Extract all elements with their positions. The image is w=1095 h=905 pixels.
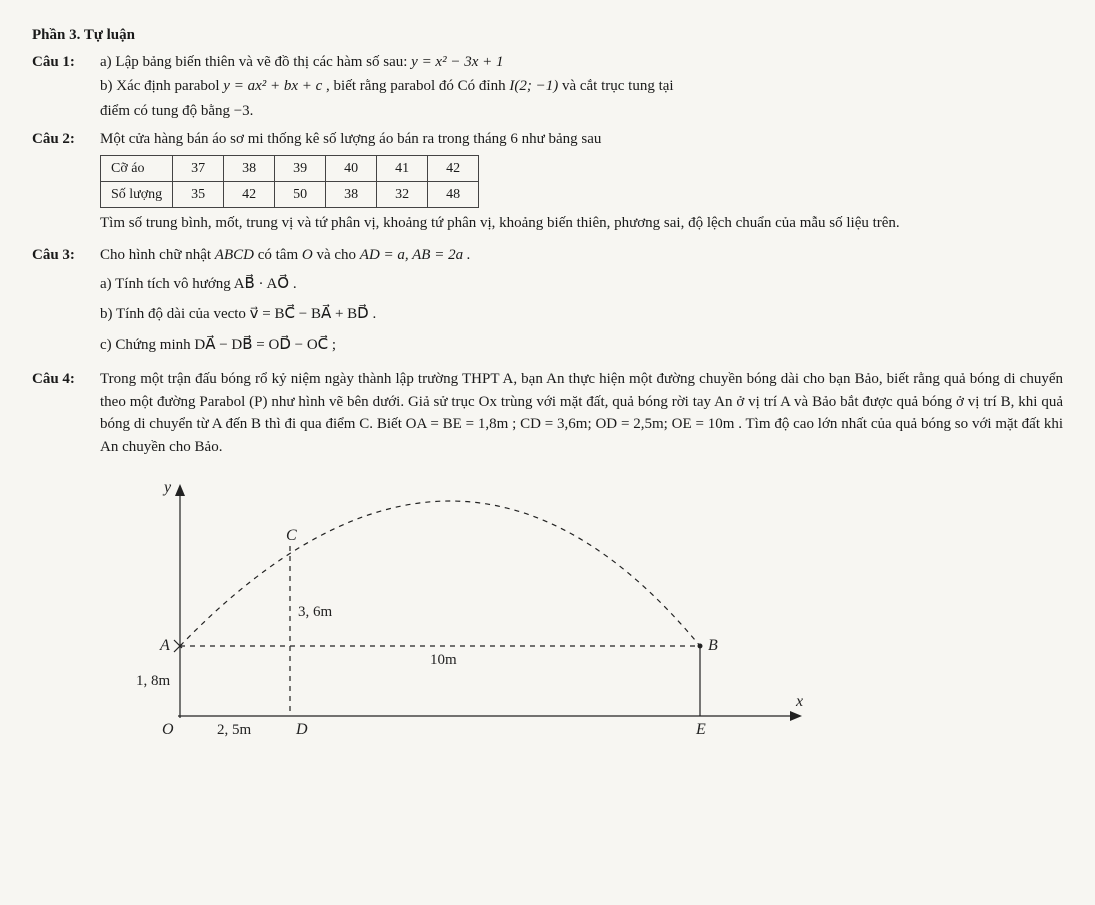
q3-intro-m2: có tâm xyxy=(258,247,302,263)
q1-b-post: và cắt trục tung tại xyxy=(562,78,674,94)
row1-header: Cỡ áo xyxy=(101,155,173,181)
q3-intro: Cho hình chữ nhật ABCD có tâm O và cho A… xyxy=(100,244,1063,267)
parabola-diagram: y x O D E A B C 3, 6m 1, 8m 2, 5m 10m xyxy=(100,466,820,766)
q4-figure: y x O D E A B C 3, 6m 1, 8m 2, 5m 10m xyxy=(100,466,1063,774)
q3-label: Câu 3: xyxy=(32,244,100,267)
svg-text:2, 5m: 2, 5m xyxy=(217,722,252,738)
q1-row: Câu 1: a) Lập bảng biến thiên và vẽ đồ t… xyxy=(32,51,1063,74)
q1-a-pre: a) Lập bảng biến thiên và vẽ đồ thị các … xyxy=(100,54,411,70)
q2-after: Tìm số trung bình, mốt, trung vị và tứ p… xyxy=(100,212,1063,235)
q1-b-line1: b) Xác định parabol y = ax² + bx + c , b… xyxy=(100,75,1063,98)
section-title: Phần 3. Tự luận xyxy=(32,24,1063,47)
cell: 38 xyxy=(326,181,377,207)
q2-row: Câu 2: Một cửa hàng bán áo sơ mi thống k… xyxy=(32,128,1063,151)
q1-label: Câu 1: xyxy=(32,51,100,74)
cell: 38 xyxy=(224,155,275,181)
q3-intro-abcd: ABCD xyxy=(215,247,254,263)
q1-b-line2: điểm có tung độ bằng −3. xyxy=(100,100,1063,123)
svg-text:O: O xyxy=(162,721,174,738)
table-row: Cỡ áo 37 38 39 40 41 42 xyxy=(101,155,479,181)
q4-label: Câu 4: xyxy=(32,368,100,391)
q1-a-eq: y = x² − 3x + 1 xyxy=(411,54,503,70)
q1-b-eq2: I(2; −1) xyxy=(509,78,558,94)
q3-intro-eq: AD = a, AB = 2a . xyxy=(360,247,471,263)
q4-text: Trong một trận đấu bóng rổ kỷ niệm ngày … xyxy=(100,368,1063,458)
q1-b-pre: b) Xác định parabol xyxy=(100,78,223,94)
cell: 35 xyxy=(173,181,224,207)
q3-a: a) Tính tích vô hướng AB⃗ · AO⃗ . xyxy=(100,273,1063,296)
cell: 39 xyxy=(275,155,326,181)
cell: 41 xyxy=(377,155,428,181)
cell: 42 xyxy=(428,155,479,181)
cell: 32 xyxy=(377,181,428,207)
q2-intro: Một cửa hàng bán áo sơ mi thống kê số lư… xyxy=(100,128,1063,151)
cell: 40 xyxy=(326,155,377,181)
q3-intro-m4: và cho xyxy=(316,247,359,263)
q2-label: Câu 2: xyxy=(32,128,100,151)
q3-intro-o: O xyxy=(302,247,313,263)
q2-table: Cỡ áo 37 38 39 40 41 42 Số lượng 35 42 5… xyxy=(100,155,479,208)
svg-text:x: x xyxy=(795,693,803,710)
q1-b-eq1: y = ax² + bx + c xyxy=(223,78,322,94)
svg-text:D: D xyxy=(295,721,308,738)
svg-text:y: y xyxy=(162,479,172,496)
q1-a: a) Lập bảng biến thiên và vẽ đồ thị các … xyxy=(100,51,1063,74)
cell: 48 xyxy=(428,181,479,207)
q2-table-wrap: Cỡ áo 37 38 39 40 41 42 Số lượng 35 42 5… xyxy=(100,155,1063,208)
svg-text:B: B xyxy=(708,637,718,654)
svg-text:3, 6m: 3, 6m xyxy=(298,604,333,620)
q3-b: b) Tính độ dài của vecto v⃗ = BC⃗ − BA⃗ … xyxy=(100,303,1063,326)
cell: 42 xyxy=(224,181,275,207)
svg-text:A: A xyxy=(159,637,170,654)
cell: 50 xyxy=(275,181,326,207)
q4-row: Câu 4: Trong một trận đấu bóng rổ kỷ niệ… xyxy=(32,368,1063,458)
svg-text:C: C xyxy=(286,527,297,544)
q3-intro-pre: Cho hình chữ nhật xyxy=(100,247,215,263)
q1-b-mid: , biết rằng parabol đó Có đỉnh xyxy=(326,78,509,94)
q3-row: Câu 3: Cho hình chữ nhật ABCD có tâm O v… xyxy=(32,244,1063,267)
svg-text:1, 8m: 1, 8m xyxy=(136,673,171,689)
table-row: Số lượng 35 42 50 38 32 48 xyxy=(101,181,479,207)
q3-c: c) Chứng minh DA⃗ − DB⃗ = OD⃗ − OC⃗ ; xyxy=(100,334,1063,357)
row2-header: Số lượng xyxy=(101,181,173,207)
cell: 37 xyxy=(173,155,224,181)
svg-text:E: E xyxy=(695,721,706,738)
svg-text:10m: 10m xyxy=(430,652,457,668)
